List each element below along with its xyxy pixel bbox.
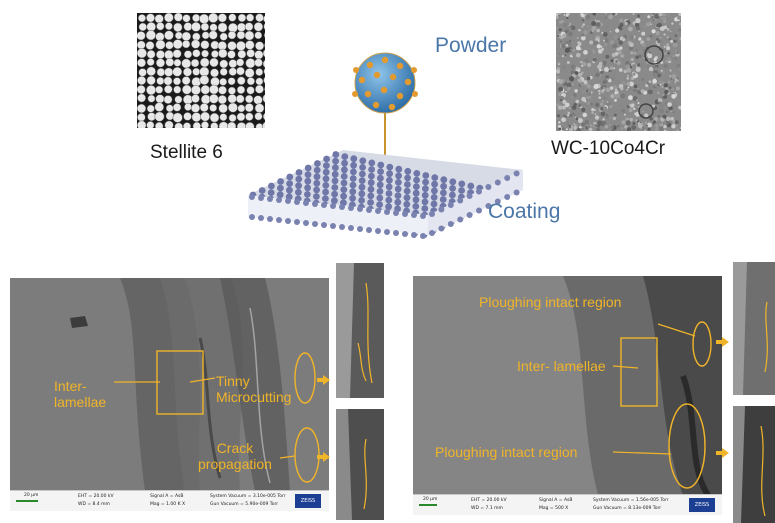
vacuum-label: System Vacuum = 3.10e-005 Torr [210,494,286,499]
left-sem-texture [10,278,329,491]
stellite-powder-texture [137,13,265,128]
zeiss-logo: ZEISS [689,498,715,512]
scale-bar-line [419,504,437,506]
wc-powder-image [556,13,681,131]
gun-vacuum-label: Gun Vacuum = 8.13e-009 Torr [593,506,662,511]
vacuum-label: System Vacuum = 1.56e-005 Torr [593,498,669,503]
powder-label: Powder [435,34,507,57]
signal-label: Signal A = AsB [539,498,573,503]
tinny-microcutting-annotation: Tinny Microcutting [216,373,292,405]
right-zoom-inset-bottom [733,406,775,523]
arrow-icon [317,375,330,385]
left-sem-micrograph: Inter- lamellae Tinny Microcutting Crack… [10,278,329,511]
wc-label: WC-10Co4Cr [551,138,666,159]
scale-label: 20 μm [24,493,39,498]
wd-label: WD = 7.1 mm [471,506,503,511]
arrow-icon [317,452,330,462]
ploughing-bottom-annotation: Ploughing intact region [435,444,578,460]
left-sem-info-bar: 20 μm EHT = 20.00 kV WD = 8.4 mm Signal … [10,490,329,511]
signal-label: Signal A = AsB [150,494,184,499]
stellite-powder-image [137,13,265,128]
right-sem-texture [413,276,722,497]
coating-label: Coating [488,200,561,223]
crack-propagation-annotation: Crack propagation [198,440,272,472]
scale-label: 20 μm [423,497,438,502]
powder-particle-diagram [352,52,418,178]
scale-bar-line [16,500,38,502]
right-zoom-inset-top [733,262,775,395]
eht-label: EHT = 20.00 kV [471,498,507,503]
inter-lamellae-annotation: Inter- lamellae [54,378,107,410]
inter-lamellae-annotation-right: Inter- lamellae [517,358,606,374]
arrow-icon [716,448,729,458]
left-zoom-inset-top [336,263,384,398]
mag-label: Mag = 1.00 K X [150,502,186,507]
gun-vacuum-label: Gun Vacuum = 5.90e-009 Torr [210,502,279,507]
coating-layer-diagram [248,150,523,239]
mag-label: Mag = 500 X [539,506,569,511]
wc-powder-texture [556,13,681,131]
wd-label: WD = 8.4 mm [78,502,110,507]
stellite-label: Stellite 6 [150,142,223,163]
zeiss-logo: ZEISS [295,494,321,508]
right-sem-info-bar: 20 μm EHT = 20.00 kV WD = 7.1 mm Signal … [413,494,722,515]
arrow-icon [716,337,729,347]
right-sem-micrograph: Ploughing intact region Inter- lamellae … [413,276,722,515]
left-zoom-inset-bottom [336,409,384,520]
ploughing-top-annotation: Ploughing intact region [479,294,622,310]
eht-label: EHT = 20.00 kV [78,494,114,499]
